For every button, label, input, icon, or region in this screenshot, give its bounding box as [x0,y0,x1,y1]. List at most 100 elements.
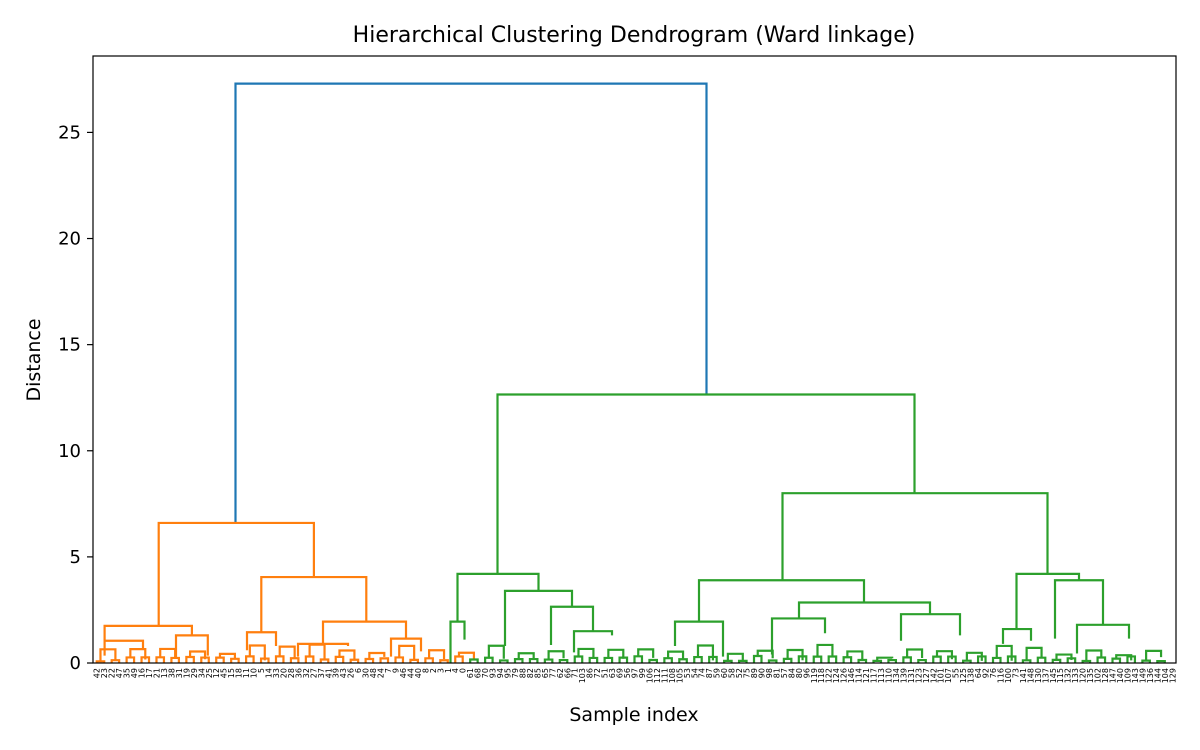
leaf-merge-link [577,647,595,658]
leaf-label: 136 [1146,668,1155,683]
leaf-merge-link [439,659,449,663]
leaf-merge-link [932,655,942,663]
leaf-merge-link [678,658,688,663]
leaf-label: 36 [294,668,303,678]
leaf-label: 47 [115,668,124,678]
leaf-label: 41 [324,668,333,678]
leaf-merge-link [454,655,464,663]
leaf-label: 42 [93,668,102,678]
leaf-merge-link [188,650,207,660]
leaf-merge-link [528,657,539,663]
leaf-label: 138 [967,668,976,683]
dendrogram-link [260,575,368,633]
leaf-label: 128 [1101,668,1110,683]
leaf-label: 70 [481,668,490,678]
leaf-label: 15 [227,668,236,678]
leaf-merge-link [334,655,345,663]
leaf-label: 84 [787,668,796,678]
dendrogram-link [549,605,595,645]
leaf-label: 56 [623,668,632,678]
leaf-label: 126 [840,668,849,683]
leaf-label: 103 [578,668,587,683]
leaf-label: 120 [1079,668,1088,683]
leaf-merge-link [215,656,225,663]
plot-frame [92,55,1177,664]
leaf-merge-link [1066,657,1077,663]
x-axis-leaf-labels: 4223224735491617211338311929342512451518… [93,668,1178,683]
leaf-label: 105 [675,668,684,683]
leaf-label: 100 [1004,668,1013,683]
dendrogram-link [503,589,574,647]
leaf-label: 122 [825,668,834,683]
leaf-label: 114 [855,668,864,683]
leaf-label: 66 [563,668,572,678]
leaf-merge-link [991,656,1002,663]
leaf-merge-link [517,652,535,660]
leaf-merge-link [786,648,804,661]
leaf-label: 113 [877,668,886,683]
leaf-label: 93 [489,668,498,678]
leaf-merge-link [976,655,987,663]
leaf-label: 54 [690,668,699,678]
leaf-label: 45 [220,668,229,678]
leaf-label: 12 [212,668,221,678]
leaf-label: 21 [152,668,161,678]
leaf-label: 55 [952,668,961,678]
leaf-merge-link [185,655,195,663]
leaf-label: 23 [100,668,109,678]
leaf-label: 145 [1049,668,1058,683]
leaf-merge-link [484,656,494,663]
leaf-label: 131 [907,668,916,683]
dendrogram-link [797,601,932,619]
leaf-merge-link [1006,655,1017,663]
leaf-merge-link [140,656,151,663]
leaf-merge-link [708,655,718,663]
dendrogram-link [321,620,408,644]
leaf-label: 75 [743,668,752,678]
leaf-merge-link [947,655,957,663]
leaf-label: 97 [631,668,640,678]
leaf-merge-link [218,652,237,658]
dendrogram-link [697,579,866,622]
leaf-label: 39 [332,668,341,678]
leaf-label: 34 [197,668,206,678]
leaf-label: 10 [250,668,259,678]
dendrogram-link [1053,579,1105,639]
leaf-merge-link [887,658,898,663]
leaf-label: 102 [1094,668,1103,683]
dendrogram-link [103,639,145,656]
leaf-label: 112 [653,668,662,683]
leaf-merge-link [248,644,266,661]
leaf-label: 77 [548,668,557,678]
leaf-label: 9 [391,668,400,673]
leaf-label: 49 [130,668,139,678]
leaf-label: 146 [847,668,856,683]
leaf-label: 90 [757,668,766,678]
leaf-label: 19 [182,668,191,678]
leaf-merge-link [935,650,954,660]
leaf-merge-link [737,659,748,663]
leaf-merge-link [558,658,569,663]
leaf-merge-link [155,656,166,663]
leaf-label: 118 [817,668,826,683]
leaf-label: 64 [974,668,983,678]
leaf-label: 99 [638,668,647,678]
leaf-label: 111 [660,668,669,683]
leaf-merge-link [547,650,565,660]
leaf-merge-link [304,655,315,663]
leaf-label: 29 [190,668,199,678]
leaf-merge-link [245,655,255,663]
leaf-label: 121 [862,668,871,683]
leaf-label: 40 [414,668,423,678]
leaf-label: 52 [735,668,744,678]
leaf-label: 58 [728,668,737,678]
leaf-label: 101 [937,668,946,683]
leaf-label: 22 [108,668,117,678]
leaf-merge-link [110,659,121,663]
leaf-label: 6 [354,668,363,673]
x-axis-label: Sample index [569,704,698,726]
y-tick-label-15: 15 [58,335,81,356]
leaf-label: 73 [1011,668,1020,678]
leaf-label: 119 [810,668,819,683]
